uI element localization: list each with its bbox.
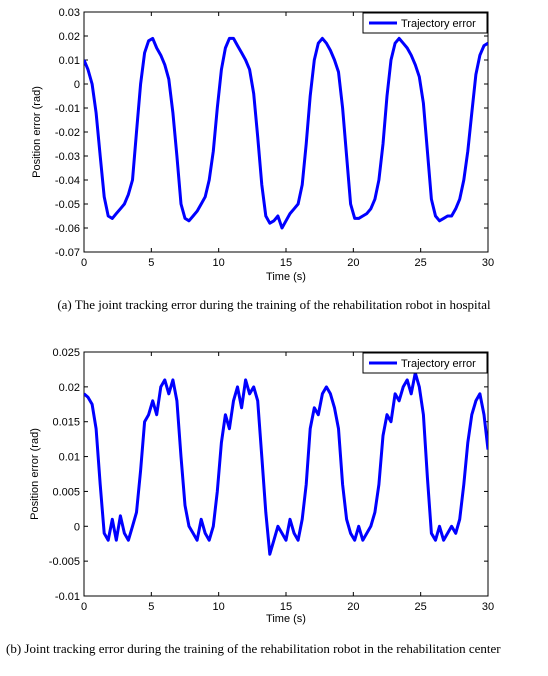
caption-hospital: (a) The joint tracking error during the … [57, 297, 491, 312]
y-tick-label: -0.01 [55, 591, 80, 603]
x-tick-label: 10 [213, 257, 225, 269]
x-tick-label: 30 [482, 601, 494, 613]
y-tick-label: 0.03 [59, 7, 80, 19]
x-tick-label: 5 [148, 257, 154, 269]
x-axis-label: Time (s) [266, 271, 306, 283]
caption-rehabilitation-center: (b) Joint tracking error during the trai… [6, 641, 501, 656]
series-line-trajectory-error [84, 36, 488, 230]
legend-label: Trajectory error [401, 358, 476, 370]
x-tick-label: 25 [415, 601, 427, 613]
y-tick-label: 0.015 [52, 417, 80, 429]
x-tick-label: 0 [81, 601, 87, 613]
y-axis-label: Position error (rad) [31, 86, 43, 178]
y-tick-label: 0.02 [59, 382, 80, 394]
y-tick-label: -0.05 [55, 199, 80, 211]
series-line-trajectory-error [84, 371, 488, 556]
y-tick-label: 0.025 [52, 347, 80, 359]
x-tick-label: 15 [280, 257, 292, 269]
y-tick-label: -0.03 [55, 151, 80, 163]
x-tick-label: 30 [482, 257, 494, 269]
plot-area [83, 11, 489, 253]
x-tick-label: 5 [148, 601, 154, 613]
x-tick-label: 20 [347, 601, 359, 613]
y-tick-label: 0 [74, 79, 80, 91]
y-axis-label: Position error (rad) [29, 428, 41, 520]
chart-rehabilitation-center: 0 5 10 15 20 25 300.0250.020.0150.010.0050-0.0… [29, 347, 494, 625]
y-tick-label: 0.01 [59, 55, 80, 67]
y-tick-label: 0 [74, 521, 80, 533]
y-tick-label: 0.005 [52, 486, 80, 498]
y-tick-label: -0.005 [49, 556, 80, 568]
legend-box [362, 12, 488, 34]
y-tick-label: -0.02 [55, 127, 80, 139]
x-axis-label: Time (s) [266, 613, 306, 625]
y-tick-label: -0.04 [55, 175, 80, 187]
legend-box [362, 352, 488, 374]
x-tick-label: 0 [81, 257, 87, 269]
x-tick-label: 10 [213, 601, 225, 613]
x-tick-label: 15 [280, 601, 292, 613]
y-tick-label: 0.02 [59, 31, 80, 43]
y-tick-label: -0.07 [55, 247, 80, 259]
chart-hospital: 0 5 10 15 20 25 30 0.03 0.02 0.01 0 -0.01 -0.02 -0.03… [31, 7, 494, 283]
x-tick-label: 25 [415, 257, 427, 269]
y-tick-label: -0.01 [55, 103, 80, 115]
x-tick-label: 20 [347, 257, 359, 269]
y-tick-label: -0.06 [55, 223, 80, 235]
legend-label: Trajectory error [401, 18, 476, 30]
y-tick-label: 0.01 [59, 452, 80, 464]
